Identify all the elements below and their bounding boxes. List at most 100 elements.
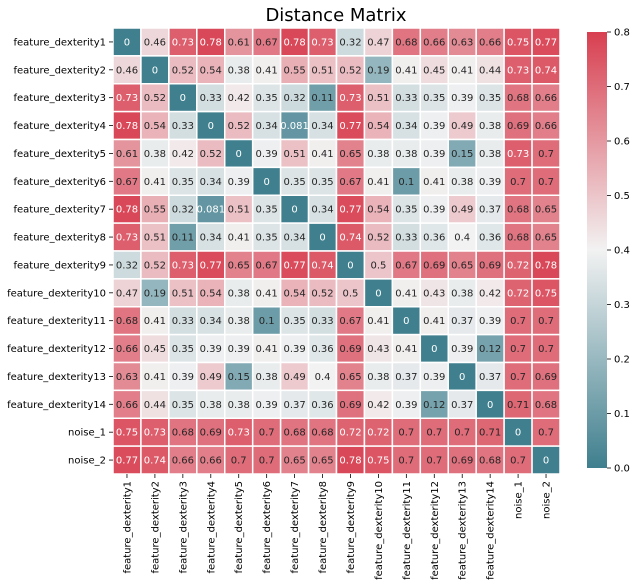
cell-value-label: 0.7: [231, 456, 247, 467]
heatmap-cell: [391, 445, 422, 475]
cell-value-label: 0.68: [507, 233, 529, 244]
cell-value-label: 0.37: [479, 205, 501, 216]
heatmap-cell: [335, 389, 366, 419]
heatmap-cell: [279, 110, 310, 141]
cell-value-label: 0.35: [172, 344, 194, 355]
heatmap-cell: [475, 83, 505, 113]
heatmap-cell: [307, 166, 338, 196]
heatmap-cell: [419, 333, 449, 364]
cell-value-label: 0.7: [426, 428, 442, 439]
cell-value-label: 0.38: [228, 316, 250, 327]
heatmap-cell: [140, 138, 170, 169]
y-tick-label: feature_dexterity1: [13, 37, 106, 48]
cell-value-label: 0.39: [228, 344, 250, 355]
x-tick-label: feature_dexterity10: [374, 481, 385, 580]
heatmap-cell: [335, 222, 366, 252]
heatmap-cell: [363, 445, 394, 475]
cell-value-label: 0.35: [479, 93, 501, 104]
cell-value-label: 0.66: [535, 121, 557, 132]
heatmap-cell: [447, 138, 477, 169]
heatmap-cell: [307, 389, 338, 419]
cell-value-label: 0.73: [144, 428, 166, 439]
heatmap-cell: [503, 250, 533, 280]
cell-value-label: 0.54: [144, 121, 166, 132]
cell-value-label: 0.52: [144, 93, 166, 104]
cell-value-label: 0.51: [144, 233, 166, 244]
cell-value-label: 0.77: [535, 37, 557, 48]
cell-value-label: 0.39: [256, 400, 278, 411]
cell-value-label: 0.41: [256, 65, 278, 76]
cell-value-label: 0.75: [535, 288, 557, 299]
cell-value-label: 0.12: [423, 400, 445, 411]
cell-value-label: 0.73: [116, 93, 138, 104]
cell-value-label: 0.51: [367, 93, 389, 104]
cell-value-label: 0.54: [200, 65, 222, 76]
cell-value-label: 0.7: [398, 456, 414, 467]
cell-value-label: 0.42: [228, 93, 250, 104]
heatmap-cell: [196, 361, 226, 392]
heatmap-cell: [335, 445, 366, 475]
cell-value-label: 0.7: [259, 456, 275, 467]
heatmap-cell: [531, 27, 561, 57]
cell-value-label: 0.68: [283, 428, 305, 439]
cell-value-label: 0.77: [116, 456, 138, 467]
cell-value-label: 0.35: [423, 93, 445, 104]
cell-value-label: 0: [236, 149, 242, 160]
heatmap-cell: [140, 361, 170, 392]
cell-value-label: 0.73: [116, 233, 138, 244]
cell-value-label: 0.42: [367, 400, 389, 411]
heatmap-cell: [419, 194, 449, 224]
cell-value-label: 0.33: [395, 233, 417, 244]
y-tick-label: noise_1: [68, 428, 106, 439]
cell-value-label: 0: [180, 93, 186, 104]
cell-value-label: 0.7: [538, 316, 554, 327]
cell-value-label: 0.7: [259, 428, 275, 439]
cell-value-label: 0.1: [398, 177, 414, 188]
cell-value-label: 0.35: [172, 400, 194, 411]
cell-value-label: 0.37: [395, 372, 417, 383]
heatmap-cell: [475, 222, 505, 252]
cell-value-label: 0.51: [228, 205, 250, 216]
y-tick-label: feature_dexterity8: [13, 233, 106, 244]
heatmap-cell: [531, 138, 561, 169]
cell-value-label: 0.68: [311, 428, 333, 439]
cell-value-label: 0.77: [339, 121, 361, 132]
cell-value-label: 0.35: [395, 205, 417, 216]
heatmap-cell: [503, 55, 533, 85]
heatmap-cell: [391, 333, 422, 364]
cell-value-label: 0.39: [172, 372, 194, 383]
cell-value-label: 0.45: [423, 65, 445, 76]
cell-value-label: 0.72: [339, 428, 361, 439]
cell-value-label: 0.38: [479, 121, 501, 132]
cell-value-label: 0.43: [423, 288, 445, 299]
cell-value-label: 0.66: [535, 93, 557, 104]
heatmap-cell: [279, 361, 310, 392]
cell-value-label: 0.34: [283, 233, 305, 244]
heatmap-cell: [196, 138, 226, 169]
heatmap-cell: [363, 417, 394, 447]
cell-value-label: 0: [431, 344, 437, 355]
heatmap-cell: [363, 27, 394, 57]
cell-value-label: 0.78: [535, 260, 557, 271]
heatmap-cell: [391, 389, 422, 419]
cell-value-label: 0.73: [507, 149, 529, 160]
cell-value-label: 0.39: [423, 149, 445, 160]
y-tick-label: feature_dexterity12: [7, 344, 106, 355]
cell-value-label: 0.38: [451, 177, 473, 188]
cell-value-label: 0.34: [256, 121, 278, 132]
x-tick-label: feature_dexterity5: [234, 481, 245, 574]
cell-value-label: 0.54: [200, 288, 222, 299]
cell-value-label: 0.66: [116, 400, 138, 411]
cell-value-label: 0: [515, 428, 521, 439]
cell-value-label: 0.34: [200, 316, 222, 327]
cell-value-label: 0.5: [343, 288, 359, 299]
heatmap-cell: [168, 250, 198, 280]
cell-value-label: 0.65: [339, 149, 361, 160]
cell-value-label: 0.65: [535, 233, 557, 244]
heatmap-cell: [363, 389, 394, 419]
cell-value-label: 0.35: [283, 316, 305, 327]
heatmap-cell: [363, 361, 394, 392]
cell-value-label: 0.45: [144, 344, 166, 355]
x-tick-label: feature_dexterity4: [206, 481, 217, 574]
cell-value-label: 0.39: [256, 149, 278, 160]
